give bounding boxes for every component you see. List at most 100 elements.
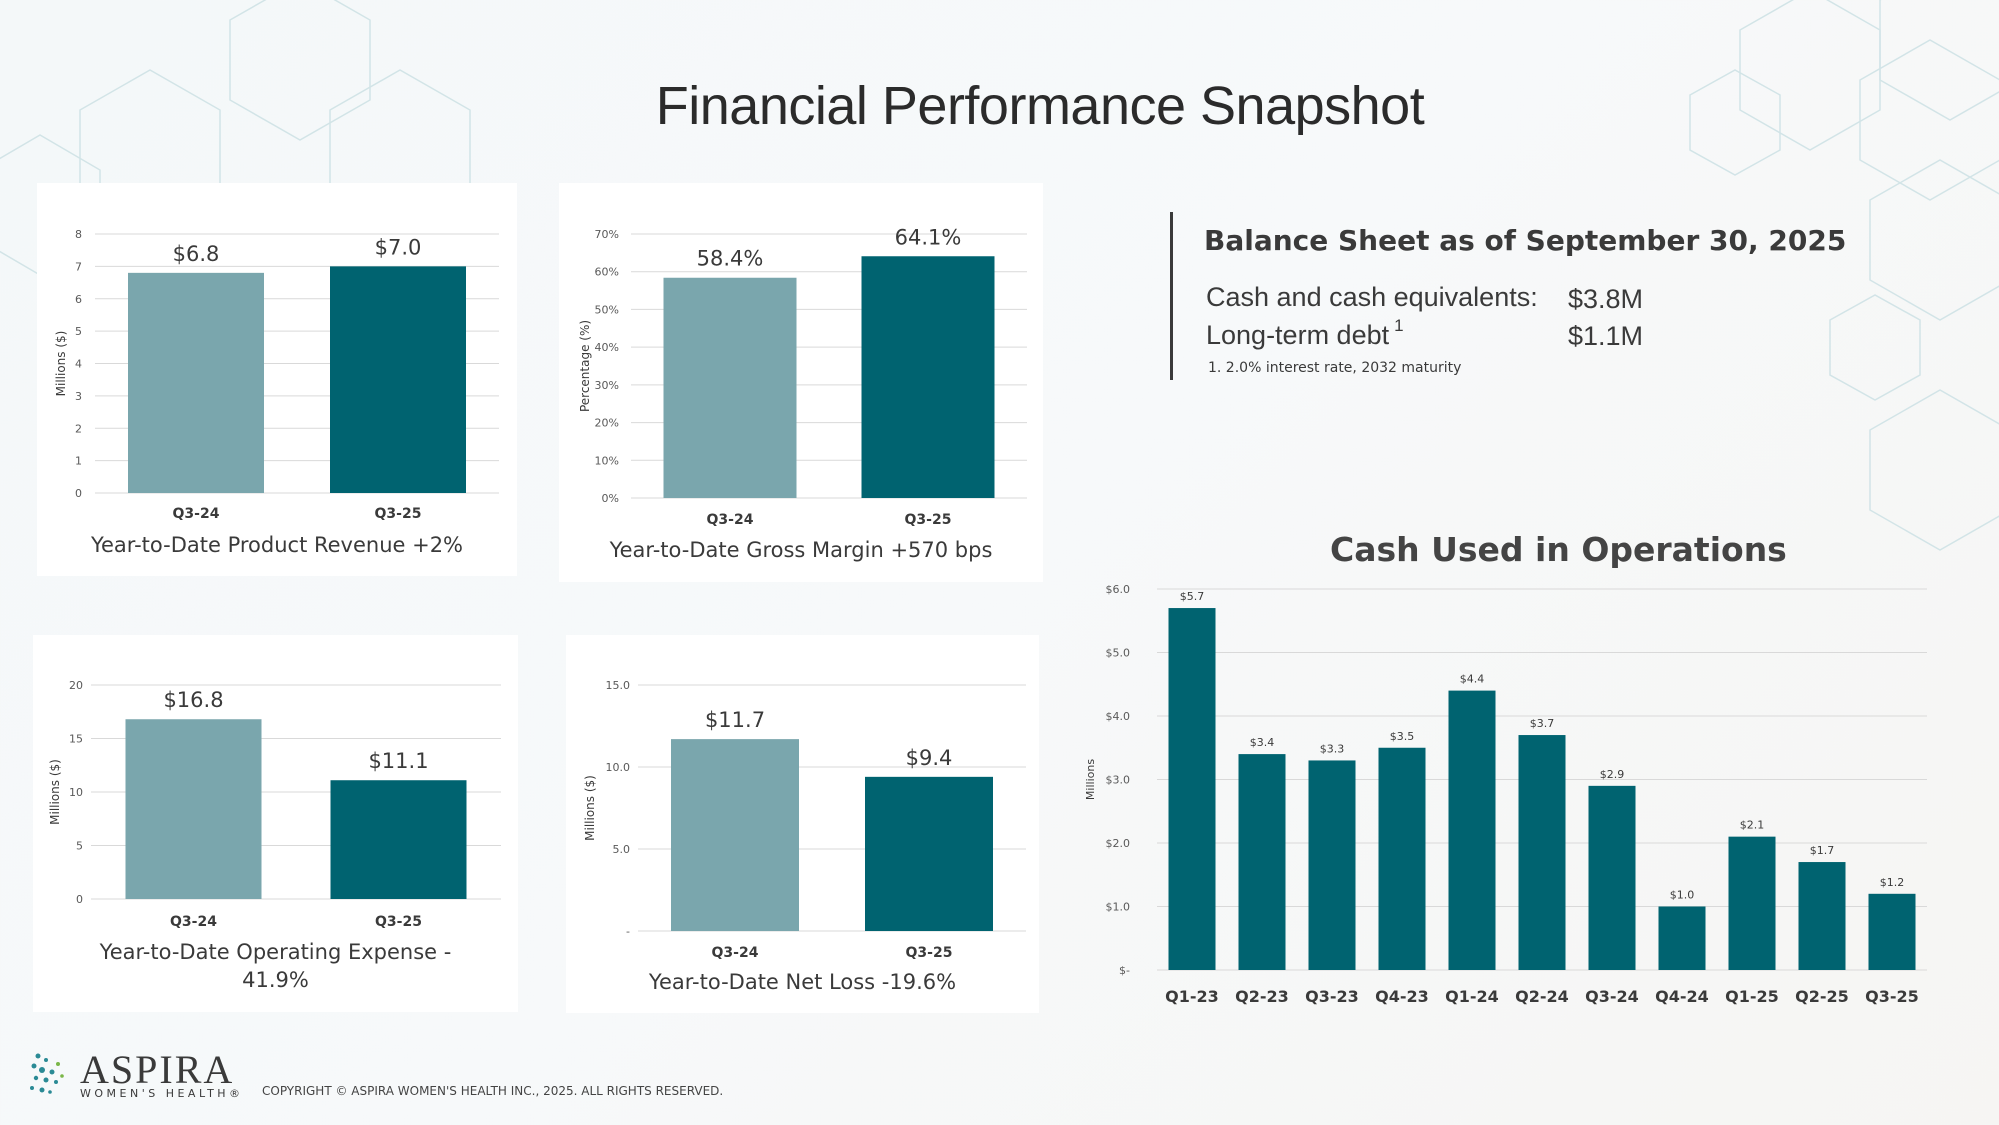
bar-q3-24 bbox=[1588, 785, 1636, 970]
cash-used-chart: $- $1.0 $2.0 $3.0 $4.0 $5.0 $6.0 $5.7 Q1-23 $3.4 Q… bbox=[1084, 583, 1927, 1006]
x-tick-label: Q3-23 bbox=[1305, 987, 1359, 1006]
aspira-logo-icon bbox=[30, 1053, 64, 1094]
operating-expense-chart-card: 0 5 10 15 20 $16.8 Q3-24 $11.1 Q3-25 Millions ($)… bbox=[33, 635, 518, 1012]
bar-q2-23 bbox=[1238, 754, 1286, 970]
logo-wordmark: ASPIRA bbox=[80, 1047, 235, 1092]
data-label: $9.4 bbox=[906, 746, 953, 770]
y-axis-label: Millions ($) bbox=[583, 775, 597, 841]
data-label: $4.4 bbox=[1460, 673, 1485, 686]
bar-q3-24 bbox=[128, 272, 264, 493]
y-tick-label: 0 bbox=[76, 893, 83, 906]
x-tick-label: Q2-25 bbox=[1795, 987, 1849, 1006]
y-tick-label: 15 bbox=[69, 733, 83, 746]
cash-label: Cash and cash equivalents: bbox=[1206, 282, 1538, 312]
data-label: $3.4 bbox=[1250, 736, 1275, 749]
x-tick-label: Q3-25 bbox=[375, 506, 422, 522]
y-tick-label: $6.0 bbox=[1106, 583, 1131, 596]
bar-q1-24 bbox=[1448, 690, 1496, 970]
y-tick-label: $2.0 bbox=[1106, 837, 1131, 850]
x-tick-label: Q3-25 bbox=[905, 512, 952, 528]
bar-q3-25 bbox=[861, 256, 995, 498]
x-tick-label: Q2-23 bbox=[1235, 987, 1289, 1006]
x-tick-label: Q3-25 bbox=[1865, 987, 1919, 1006]
y-tick-label: 4 bbox=[75, 358, 82, 371]
gross-margin-caption: Year-to-Date Gross Margin +570 bps bbox=[609, 538, 993, 562]
y-tick-label: 50% bbox=[595, 303, 619, 316]
bar-q3-25 bbox=[330, 780, 467, 899]
x-tick-label: Q3-24 bbox=[712, 945, 759, 961]
bar-q1-23 bbox=[1168, 608, 1216, 970]
y-tick-label: $5.0 bbox=[1106, 647, 1131, 660]
bar-q3-24 bbox=[663, 277, 797, 498]
y-tick-label: 2 bbox=[75, 422, 82, 435]
data-label: $7.0 bbox=[375, 235, 422, 259]
data-label: $1.7 bbox=[1810, 844, 1835, 857]
y-axis-label: Millions bbox=[1084, 759, 1097, 800]
net-loss-chart: - 5.0 10.0 15.0 $11.7 Q3-24 $9.4 Q3-25 Millions … bbox=[583, 679, 1026, 961]
y-tick-label: 5.0 bbox=[613, 843, 631, 856]
x-tick-label: Q1-24 bbox=[1445, 987, 1499, 1006]
x-tick-label: Q3-25 bbox=[906, 945, 953, 961]
cash-chart-title: Cash Used in Operations bbox=[1330, 530, 1787, 569]
y-tick-label: $- bbox=[1119, 964, 1130, 977]
y-tick-label: 0 bbox=[75, 487, 82, 500]
revenue-caption: Year-to-Date Product Revenue +2% bbox=[90, 533, 464, 557]
operating-expense-chart: 0 5 10 15 20 $16.8 Q3-24 $11.1 Q3-25 Millions ($) bbox=[48, 679, 501, 930]
debt-label-row: Long-term debt 1 bbox=[1206, 316, 1404, 351]
y-tick-label: 0% bbox=[602, 492, 619, 505]
data-label: 64.1% bbox=[895, 225, 962, 249]
x-tick-label: Q1-25 bbox=[1725, 987, 1779, 1006]
operating-expense-caption-line1: Year-to-Date Operating Expense - bbox=[99, 940, 452, 964]
data-label: $16.8 bbox=[163, 688, 223, 712]
y-tick-label: 60% bbox=[595, 266, 619, 279]
y-tick-label: 15.0 bbox=[606, 679, 631, 692]
data-label: $6.8 bbox=[173, 242, 220, 266]
data-label: $2.1 bbox=[1740, 819, 1765, 832]
y-tick-label: - bbox=[626, 925, 630, 938]
data-label: $11.1 bbox=[368, 749, 428, 773]
data-label: $3.7 bbox=[1530, 717, 1555, 730]
bar-q3-24 bbox=[671, 739, 799, 931]
x-tick-label: Q4-24 bbox=[1655, 987, 1709, 1006]
y-tick-label: $3.0 bbox=[1106, 774, 1131, 787]
y-tick-label: 8 bbox=[75, 228, 82, 241]
bar-q2-25 bbox=[1798, 862, 1846, 970]
y-tick-label: $4.0 bbox=[1106, 710, 1131, 723]
bar-q4-23 bbox=[1378, 747, 1426, 970]
page-title: Financial Performance Snapshot bbox=[655, 76, 1425, 136]
debt-value: $1.1M bbox=[1568, 321, 1644, 351]
x-tick-label: Q3-25 bbox=[375, 914, 422, 930]
y-tick-label: $1.0 bbox=[1106, 901, 1131, 914]
x-tick-label: Q1-23 bbox=[1165, 987, 1219, 1006]
x-tick-label: Q3-24 bbox=[173, 506, 220, 522]
y-tick-label: 10 bbox=[69, 786, 83, 799]
net-loss-caption: Year-to-Date Net Loss -19.6% bbox=[648, 970, 957, 994]
revenue-chart: 0 1 2 3 4 5 6 7 8 $6.8 Q3-24 $7.0 Q3-25 Millions ($) bbox=[54, 228, 499, 522]
bar-q3-25 bbox=[1868, 893, 1916, 970]
balance-sheet-divider bbox=[1170, 212, 1173, 380]
data-label: $1.0 bbox=[1670, 889, 1695, 902]
y-tick-label: 30% bbox=[595, 379, 619, 392]
y-tick-label: 1 bbox=[75, 455, 82, 468]
y-tick-label: 5 bbox=[76, 840, 83, 853]
x-tick-label: Q3-24 bbox=[170, 914, 217, 930]
balance-sheet-panel: Balance Sheet as of September 30, 2025 C… bbox=[1170, 212, 1846, 380]
x-tick-label: Q4-23 bbox=[1375, 987, 1429, 1006]
cash-value: $3.8M bbox=[1568, 284, 1644, 314]
balance-sheet-heading: Balance Sheet as of September 30, 2025 bbox=[1204, 224, 1847, 257]
y-tick-label: 6 bbox=[75, 293, 82, 306]
x-tick-label: Q3-24 bbox=[707, 512, 754, 528]
bar-q3-25 bbox=[865, 776, 993, 931]
bar-q2-24 bbox=[1518, 735, 1566, 970]
data-label: $5.7 bbox=[1180, 590, 1205, 603]
y-tick-label: 3 bbox=[75, 390, 82, 403]
debt-footnote-marker: 1 bbox=[1394, 316, 1404, 335]
data-label: $11.7 bbox=[705, 708, 765, 732]
y-axis-label: Percentage (%) bbox=[578, 320, 592, 412]
y-tick-label: 10% bbox=[595, 454, 619, 467]
bar-q1-25 bbox=[1728, 836, 1776, 970]
y-tick-label: 70% bbox=[595, 228, 619, 241]
bar-q4-24 bbox=[1658, 906, 1706, 970]
bar-q3-24 bbox=[125, 719, 262, 899]
data-label: $3.3 bbox=[1320, 742, 1345, 755]
